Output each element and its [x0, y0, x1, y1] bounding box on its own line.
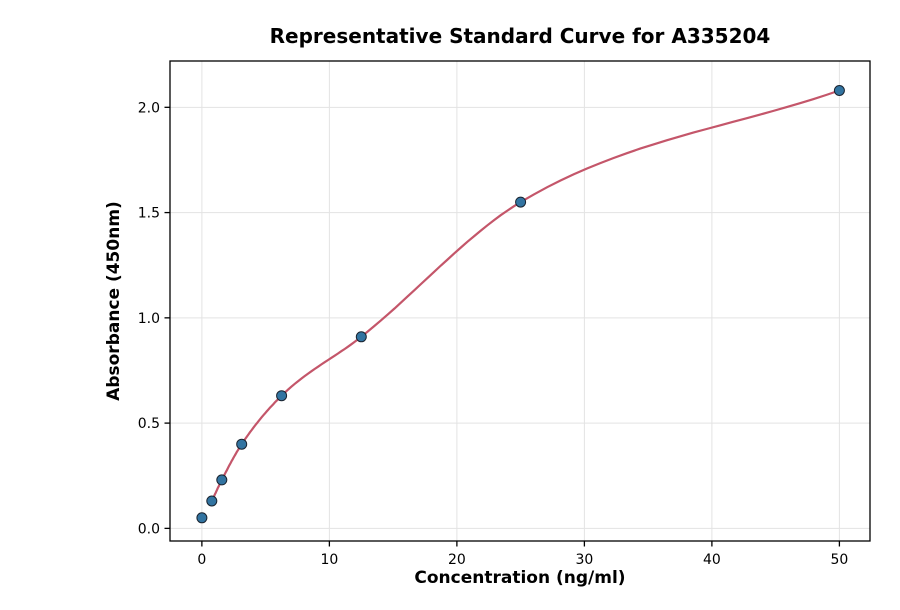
data-point: [833, 85, 845, 96]
x-tick-label: 0: [197, 552, 206, 568]
x-axis-label: Concentration (ng/ml): [414, 568, 626, 588]
x-tick-label: 20: [448, 552, 466, 568]
plot-canvas: 0 10 20 30 40 50 0.0 0.5 1.0 1.5 2.0: [40, 16, 900, 610]
data-point: [216, 474, 228, 486]
y-tick-label: 0.0: [138, 521, 160, 537]
data-point: [276, 390, 288, 402]
y-tick-label: 0.5: [138, 416, 160, 432]
y-tick-label: 2.0: [138, 100, 160, 116]
data-point: [515, 196, 527, 208]
x-tick-label: 10: [320, 552, 338, 568]
standard-curve-figure: 0 10 20 30 40 50 0.0 0.5 1.0 1.5 2.0 Representativ…: [40, 16, 900, 610]
y-tick-label: 1.5: [138, 206, 160, 222]
plot-background: [170, 61, 870, 541]
data-point: [196, 512, 208, 524]
x-tick-label: 50: [830, 552, 848, 568]
x-tick-label: 40: [703, 552, 721, 568]
y-axis-label: Absorbance (450nm): [104, 201, 124, 401]
data-point: [355, 331, 367, 343]
chart-title: Representative Standard Curve for A33520…: [269, 24, 771, 48]
axes-spines: [169, 60, 871, 542]
data-point: [236, 438, 248, 450]
data-point: [206, 495, 218, 507]
x-tick-label: 30: [575, 552, 593, 568]
y-tick-label: 1.0: [138, 311, 160, 327]
